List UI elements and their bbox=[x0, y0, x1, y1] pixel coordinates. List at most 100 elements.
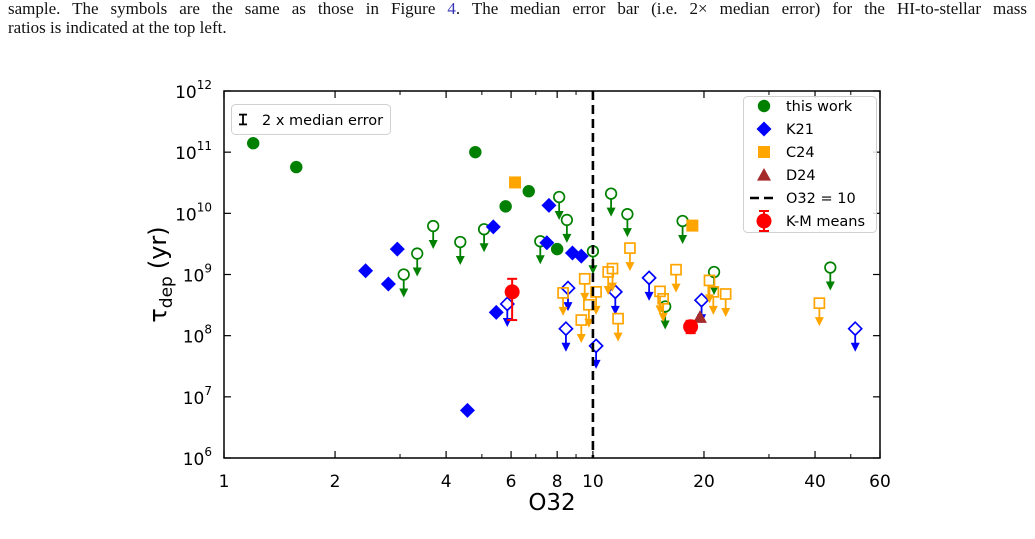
limit-arrow-head bbox=[644, 291, 654, 301]
this-work-upper-limit-point bbox=[477, 223, 491, 253]
x-tick-label: 1 bbox=[219, 472, 230, 492]
this-work-open-marker bbox=[604, 187, 618, 200]
limit-arrow-head bbox=[850, 342, 860, 352]
this-work-point bbox=[499, 200, 512, 213]
c24-open-marker bbox=[612, 312, 624, 325]
k21-open-marker bbox=[641, 270, 657, 286]
upper-limit-arrow bbox=[814, 308, 824, 327]
c24-open-marker bbox=[670, 263, 682, 276]
k21-point bbox=[485, 219, 501, 235]
c24-upper-limit-point bbox=[719, 288, 732, 317]
upper-limit-arrow bbox=[576, 325, 586, 344]
y-tick-label-base: 10 bbox=[183, 328, 205, 348]
this-work-upper-limit-point bbox=[427, 219, 440, 250]
y-tick-label: 108 bbox=[183, 323, 212, 348]
limit-arrow-head bbox=[658, 312, 668, 322]
y-tick-label-base: 10 bbox=[183, 450, 205, 470]
legend-marker bbox=[756, 121, 772, 137]
this-work-point bbox=[247, 137, 260, 150]
legend-label: K21 bbox=[786, 122, 814, 138]
this-work-upper-limit-point bbox=[411, 247, 424, 277]
d24-series bbox=[692, 310, 707, 323]
limit-arrow-head bbox=[708, 305, 718, 315]
k-m-means-point bbox=[683, 319, 699, 335]
c24-open-marker bbox=[654, 285, 666, 298]
c24-open-marker bbox=[575, 314, 588, 326]
this-work-open-marker bbox=[397, 268, 410, 281]
limit-arrow-head bbox=[479, 243, 489, 253]
k21-upper-limit-point bbox=[641, 270, 657, 301]
k21-point bbox=[459, 402, 475, 418]
c24-upper-limit-point bbox=[670, 263, 682, 293]
this-work-upper-limit-point bbox=[553, 190, 566, 220]
k21-upper-limit-point bbox=[847, 320, 863, 352]
k21-upper-limit-point bbox=[588, 338, 604, 369]
y-axis-label-subscript: dep bbox=[157, 276, 177, 308]
legend-entry-d24: D24 bbox=[757, 168, 816, 184]
legend-label: D24 bbox=[786, 168, 816, 184]
upper-limit-arrow bbox=[479, 234, 489, 253]
y-tick-label-exponent: 8 bbox=[204, 323, 212, 337]
c24-open-marker bbox=[624, 242, 636, 254]
limit-arrow-head bbox=[825, 281, 835, 291]
median-error-annotation: 2 x median error bbox=[231, 104, 391, 135]
k21-series bbox=[358, 197, 863, 418]
this-work-point bbox=[290, 160, 303, 174]
legend-label: K-M means bbox=[786, 214, 865, 230]
c24-upper-limit-point bbox=[624, 242, 636, 272]
upper-limit-arrow bbox=[554, 201, 564, 220]
limit-arrow-head bbox=[554, 210, 564, 220]
y-tick-label-base: 10 bbox=[175, 144, 197, 164]
y-tick-label-exponent: 7 bbox=[204, 384, 212, 398]
y-tick-label: 106 bbox=[183, 445, 212, 470]
legend-label: C24 bbox=[786, 145, 815, 161]
this-work-upper-limit-point bbox=[621, 207, 634, 238]
limit-arrow-head bbox=[563, 302, 573, 312]
upper-limit-arrow bbox=[708, 296, 718, 315]
k21-point bbox=[380, 276, 396, 292]
upper-limit-arrow bbox=[625, 253, 635, 272]
mean-marker bbox=[683, 319, 699, 335]
limit-arrow-head bbox=[580, 292, 590, 302]
x-tick-label: 10 bbox=[582, 472, 604, 492]
limit-arrow-head bbox=[709, 285, 719, 295]
upper-limit-arrow bbox=[558, 297, 568, 316]
upper-limit-arrow bbox=[825, 272, 835, 291]
y-tick-label: 1010 bbox=[175, 200, 212, 225]
this-work-point bbox=[522, 185, 535, 198]
this-work-open-marker bbox=[824, 261, 837, 274]
y-tick-label-base: 10 bbox=[183, 389, 205, 409]
upper-limit-arrow bbox=[721, 298, 731, 317]
limit-arrow-head bbox=[588, 265, 598, 275]
y-tick-label-exponent: 11 bbox=[197, 139, 212, 153]
legend-label: this work bbox=[786, 99, 853, 115]
x-tick-label: 6 bbox=[506, 472, 517, 492]
caption-line-2: ratios is indicated at the top left. bbox=[8, 18, 227, 37]
y-tick-label-base: 10 bbox=[183, 267, 205, 287]
limit-arrow-head bbox=[671, 283, 681, 293]
upper-limit-arrow bbox=[399, 279, 409, 298]
upper-limit-arrow bbox=[561, 333, 571, 352]
upper-limit-arrow bbox=[608, 273, 618, 292]
c24-open-marker bbox=[813, 297, 826, 310]
legend-entry-this-work: this work bbox=[757, 99, 853, 115]
k21-open-marker bbox=[588, 338, 604, 354]
upper-limit-arrow bbox=[613, 323, 623, 342]
k21-point bbox=[573, 248, 589, 264]
k21-open-marker bbox=[558, 320, 574, 337]
y-tick-label-exponent: 12 bbox=[197, 78, 212, 92]
caption-text-end: . The median error bar (i.e. 2× median e… bbox=[455, 0, 1027, 18]
this-work-upper-limit-point bbox=[676, 214, 689, 244]
y-tick-label: 1011 bbox=[175, 139, 212, 164]
data-points bbox=[247, 91, 863, 458]
upper-limit-arrow bbox=[502, 308, 512, 327]
caption-line-1: sample. The symbols are the same as thos… bbox=[8, 0, 1027, 18]
limit-arrow-head bbox=[606, 207, 616, 217]
x-tick-label: 20 bbox=[693, 472, 715, 492]
limit-arrow-head bbox=[399, 288, 409, 298]
y-axis-label: τdep (yr) bbox=[144, 226, 177, 322]
d24-point bbox=[692, 310, 707, 323]
figure-reference-link[interactable]: 4 bbox=[447, 0, 456, 18]
this-work-point bbox=[550, 242, 564, 256]
